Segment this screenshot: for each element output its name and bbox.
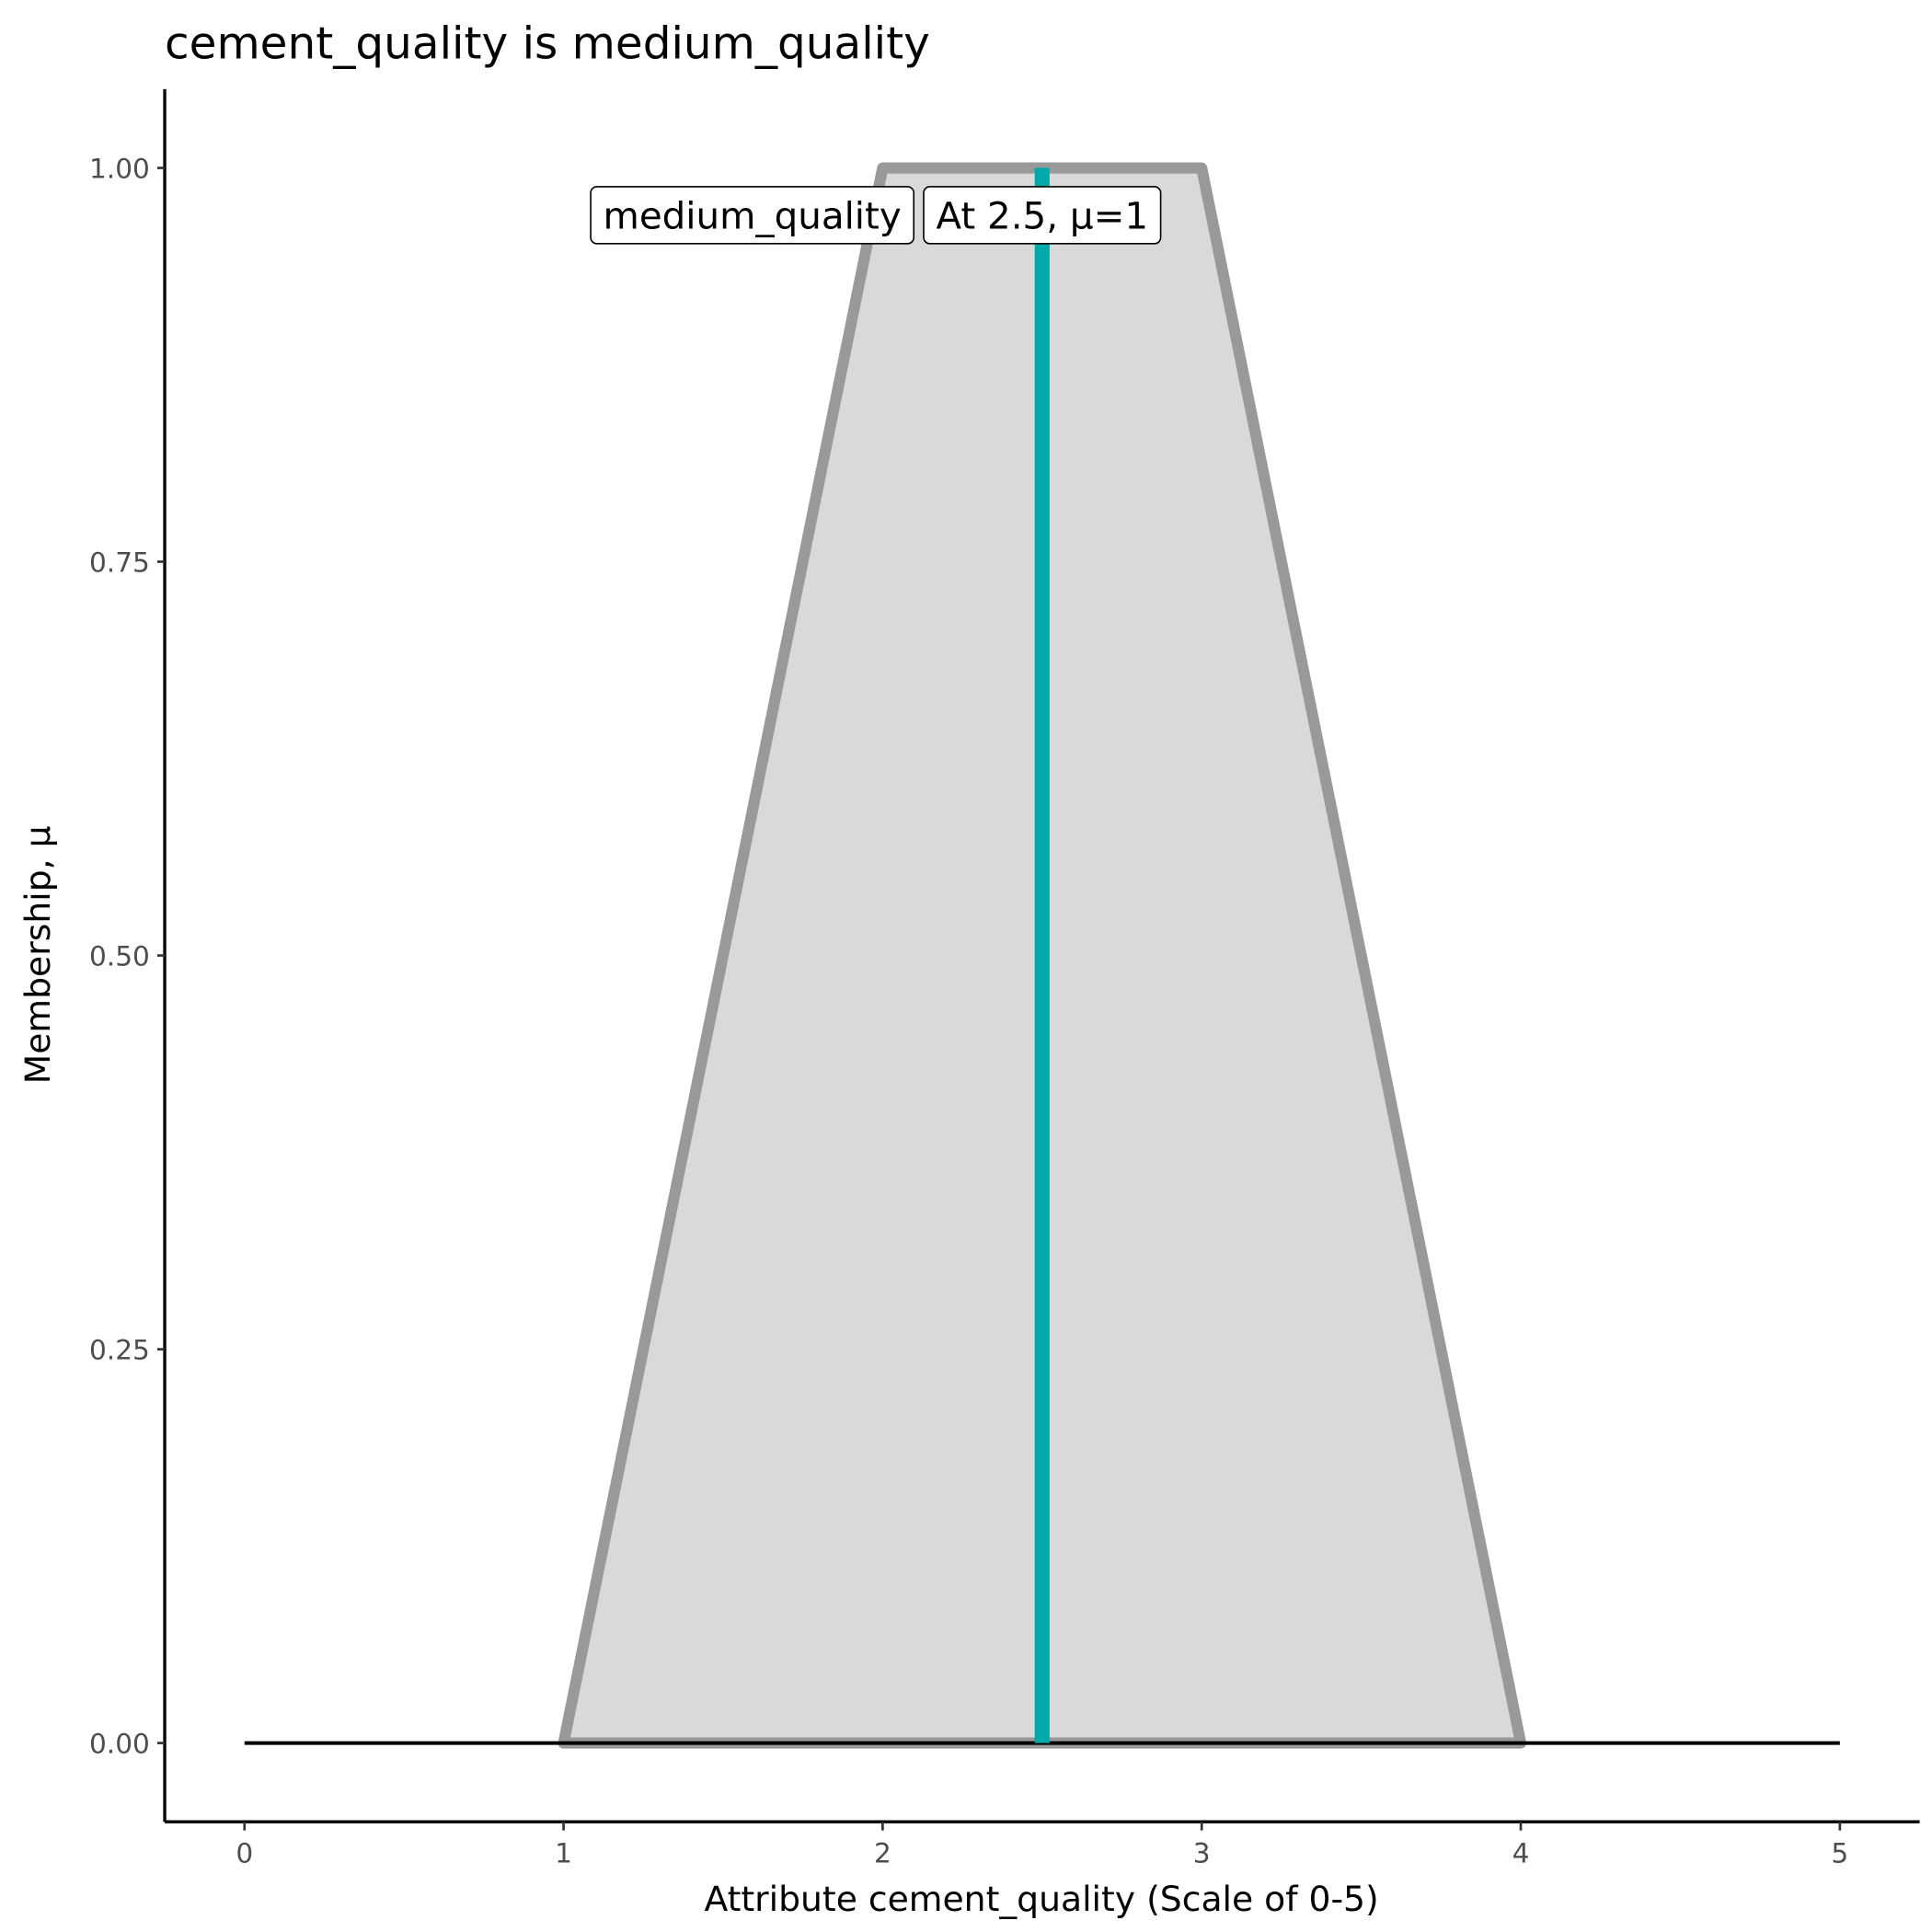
y-tick-label: 0.50 xyxy=(89,940,150,972)
annotation-box xyxy=(923,186,1162,245)
x-tick-label: 4 xyxy=(1512,1838,1530,1869)
x-tick-label: 2 xyxy=(874,1838,891,1869)
x-axis: 0 1 2 3 4 5 xyxy=(236,1822,1848,1869)
y-tick-label: 0.25 xyxy=(89,1334,150,1365)
annotation-text: At 2.5, μ=1 xyxy=(936,195,1148,238)
annotation-text: medium_quality xyxy=(604,195,902,238)
annotation-label: medium_quality xyxy=(590,186,915,245)
x-tick-label: 3 xyxy=(1193,1838,1211,1869)
plot-area: medium_quality At 2.5, μ=1 xyxy=(163,88,1920,1823)
y-tick-label: 0.75 xyxy=(89,546,150,578)
y-tick-label: 1.00 xyxy=(89,153,150,184)
annotation-label: At 2.5, μ=1 xyxy=(923,186,1162,245)
annotation-box xyxy=(590,186,915,245)
x-tick-label: 1 xyxy=(555,1838,572,1869)
y-tick-label: 0.00 xyxy=(89,1728,150,1759)
x-axis-label: Attribute cement_quality (Scale of 0-5) xyxy=(704,1879,1378,1919)
x-tick-label: 5 xyxy=(1831,1838,1848,1869)
chart-title: cement_quality is medium_quality xyxy=(165,17,930,69)
y-axis: 0.00 0.25 0.50 0.75 1.00 xyxy=(89,153,166,1759)
x-tick-label: 0 xyxy=(236,1838,253,1869)
y-axis-label: Membership, μ xyxy=(17,825,58,1084)
